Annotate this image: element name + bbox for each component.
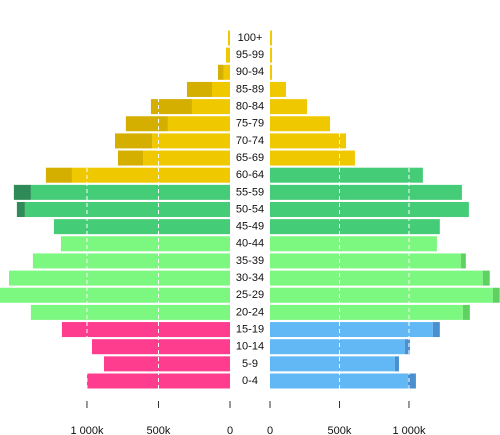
bar-extra bbox=[407, 373, 416, 389]
age-label: 65-69 bbox=[236, 152, 264, 164]
bar-extra bbox=[13, 184, 31, 200]
age-label: 80-84 bbox=[236, 101, 264, 113]
bar bbox=[60, 236, 231, 252]
bar bbox=[270, 116, 331, 132]
bar bbox=[270, 167, 423, 183]
bar-extra bbox=[432, 322, 440, 338]
age-label: 100+ bbox=[238, 32, 263, 44]
age-label: 45-49 bbox=[236, 221, 264, 233]
bar bbox=[211, 81, 230, 97]
age-label: 35-39 bbox=[236, 255, 264, 267]
bar bbox=[270, 270, 483, 286]
x-tick-label: 500k bbox=[147, 425, 171, 435]
age-label: 50-54 bbox=[236, 203, 264, 215]
age-label: 5-9 bbox=[242, 358, 258, 370]
x-tick-label: 500k bbox=[328, 425, 352, 435]
bar-extra bbox=[45, 167, 72, 183]
bar-extra bbox=[118, 150, 144, 166]
age-label: 0-4 bbox=[242, 375, 258, 387]
bar bbox=[270, 64, 272, 80]
bar bbox=[24, 202, 230, 217]
age-label: 25-29 bbox=[236, 289, 264, 301]
x-tick-label: 0 bbox=[267, 425, 273, 435]
bar bbox=[191, 99, 230, 115]
bar bbox=[167, 116, 230, 132]
bar bbox=[270, 219, 440, 235]
age-label: 70-74 bbox=[236, 135, 264, 147]
age-label: 20-24 bbox=[236, 306, 264, 318]
bar bbox=[270, 253, 461, 269]
bar bbox=[270, 184, 462, 200]
bar bbox=[152, 133, 230, 149]
bar-extra bbox=[217, 64, 224, 80]
bar bbox=[91, 339, 230, 355]
bar bbox=[71, 167, 230, 183]
bar bbox=[61, 322, 230, 338]
bar bbox=[143, 150, 230, 166]
bar bbox=[30, 184, 230, 200]
bar bbox=[270, 133, 347, 149]
age-label: 90-94 bbox=[236, 66, 264, 78]
bar-extra bbox=[394, 356, 399, 372]
age-label: 95-99 bbox=[236, 49, 264, 61]
age-label: 60-64 bbox=[236, 169, 264, 181]
bar bbox=[270, 202, 469, 217]
bar bbox=[270, 339, 405, 355]
bar-extra bbox=[115, 133, 153, 149]
bar-extra bbox=[186, 81, 212, 97]
bar bbox=[32, 253, 230, 269]
bar bbox=[270, 81, 286, 97]
bar bbox=[0, 287, 230, 303]
x-tick-label: 1 000k bbox=[70, 425, 104, 435]
bar-extra bbox=[492, 287, 500, 303]
bar-extra bbox=[150, 99, 192, 115]
x-tick-label: 1 000k bbox=[392, 425, 426, 435]
age-label: 85-89 bbox=[236, 83, 264, 95]
bar bbox=[270, 373, 408, 389]
bar bbox=[270, 236, 437, 252]
bar-extra bbox=[404, 339, 410, 355]
bar-extra bbox=[125, 116, 168, 132]
bar bbox=[223, 64, 230, 80]
bar bbox=[270, 356, 395, 372]
age-label: 10-14 bbox=[236, 341, 264, 353]
bar-extra bbox=[482, 270, 490, 286]
bar bbox=[53, 219, 230, 235]
bar-extra bbox=[16, 202, 25, 217]
bar bbox=[270, 47, 272, 63]
age-label: 55-59 bbox=[236, 186, 264, 198]
x-tick-label: 0 bbox=[227, 425, 233, 435]
bar bbox=[103, 356, 230, 372]
bar bbox=[270, 304, 463, 320]
bar bbox=[270, 287, 493, 303]
bar bbox=[270, 99, 307, 115]
bar bbox=[270, 150, 355, 166]
bar bbox=[227, 30, 230, 46]
bar-extra bbox=[460, 253, 466, 269]
bar bbox=[270, 322, 433, 338]
age-label: 75-79 bbox=[236, 118, 264, 130]
bar bbox=[225, 47, 230, 63]
age-label: 30-34 bbox=[236, 272, 264, 284]
age-label: 15-19 bbox=[236, 323, 264, 335]
age-label: 40-44 bbox=[236, 238, 264, 250]
bar bbox=[9, 270, 230, 286]
bar-extra bbox=[462, 304, 470, 320]
bar bbox=[270, 30, 272, 46]
bar bbox=[30, 304, 230, 320]
